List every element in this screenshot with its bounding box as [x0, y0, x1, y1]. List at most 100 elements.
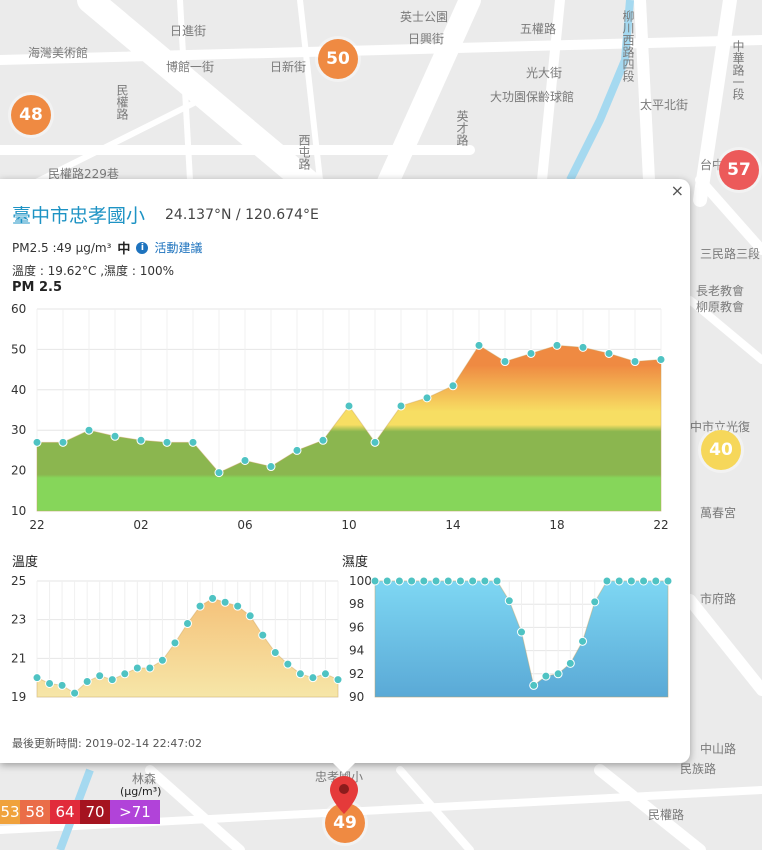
y-tick-label: 20 — [11, 464, 26, 478]
y-tick-label: 10 — [11, 504, 26, 518]
aqi-station-marker[interactable]: 50 — [318, 39, 358, 79]
data-point — [157, 655, 167, 665]
map-street-label: 日新街 — [270, 60, 307, 74]
map-street-label: 民權路 — [648, 808, 685, 822]
map-street-label: 日進街 — [170, 24, 207, 38]
data-point — [308, 673, 318, 683]
y-tick-label: 90 — [349, 690, 364, 704]
map-street-label: 民權路229巷 — [48, 167, 119, 181]
info-icon[interactable]: i — [136, 241, 149, 254]
y-tick-label: 50 — [11, 342, 26, 356]
data-point — [431, 576, 441, 586]
data-point — [320, 669, 330, 679]
data-point — [333, 675, 343, 685]
data-point — [195, 601, 205, 611]
data-point — [663, 576, 673, 586]
data-point — [614, 576, 624, 586]
map-street-label: 英才路 — [455, 110, 469, 146]
map-street-label: 中市立光復 — [690, 420, 751, 434]
data-point — [422, 393, 432, 403]
y-tick-label: 98 — [349, 597, 364, 611]
data-point — [120, 669, 130, 679]
map-street-label: 柳川西路四段 — [621, 10, 635, 82]
map-street-label: 柳原教會 — [696, 300, 745, 314]
data-point — [474, 340, 484, 350]
pm-value: PM2.5 :49 μg/m³ — [12, 240, 112, 255]
data-point — [541, 671, 551, 681]
data-point — [448, 381, 458, 391]
data-point — [529, 680, 539, 690]
data-point — [578, 636, 588, 646]
y-tick-label: 25 — [11, 574, 26, 588]
chart-area — [36, 344, 662, 512]
data-point — [32, 437, 42, 447]
data-point — [270, 648, 280, 658]
data-point — [245, 611, 255, 621]
map-street-label: 民權路 — [115, 84, 129, 120]
data-point — [208, 593, 218, 603]
legend-item: 70 — [80, 800, 110, 824]
data-point — [162, 437, 172, 447]
data-point — [58, 437, 68, 447]
data-point — [656, 355, 666, 364]
station-coords: 24.137°N / 120.674°E — [165, 207, 319, 223]
data-point — [517, 627, 526, 637]
y-tick-label: 92 — [349, 667, 364, 681]
map-pin-icon[interactable] — [330, 776, 358, 814]
data-point — [370, 576, 380, 586]
data-point — [295, 669, 305, 679]
legend-item: 58 — [20, 800, 50, 824]
aqi-station-marker[interactable]: 57 — [719, 150, 759, 190]
data-point — [639, 576, 649, 586]
data-point — [370, 437, 380, 447]
map-street-label: 民族路 — [680, 762, 717, 776]
aqi-station-marker[interactable]: 49 — [325, 803, 365, 843]
map-street-label: 中山路 — [700, 742, 737, 756]
data-point — [480, 576, 490, 586]
aqi-legend: 53 58 64 70 >71 — [0, 800, 160, 824]
legend-unit: (μg/m³) — [120, 785, 162, 798]
y-tick-label: 21 — [11, 651, 26, 665]
data-point — [407, 576, 417, 586]
data-point — [344, 401, 354, 411]
station-name[interactable]: 臺中市忠孝國小 — [12, 205, 146, 227]
data-point — [220, 597, 230, 607]
data-point — [183, 619, 192, 629]
data-point — [602, 576, 612, 586]
data-point — [565, 658, 575, 668]
map-street-label: 五權路 — [520, 22, 557, 36]
map-street-label: 長老教會 — [696, 284, 745, 298]
map-street-label: 中華路一段 — [731, 40, 745, 100]
data-point — [553, 669, 563, 679]
y-tick-label: 60 — [11, 302, 26, 316]
data-point — [45, 678, 55, 688]
pm-level: 中 — [117, 242, 131, 257]
x-tick-label: 02 — [133, 518, 148, 532]
temp-chart-title: 溫度 — [12, 555, 39, 570]
humidity-chart-title: 濕度 — [342, 555, 369, 570]
env-readout: 溫度 : 19.62°C ,濕度 : 100% — [12, 264, 175, 278]
pm-summary: PM2.5 :49 μg/m³ 中 i 活動建議 — [12, 238, 203, 258]
data-point — [32, 673, 42, 683]
data-point — [630, 357, 640, 367]
data-point — [170, 638, 180, 648]
chart-area — [36, 597, 339, 698]
last-updated: 最後更新時間: 2019-02-14 22:47:02 — [12, 737, 203, 750]
data-point — [455, 576, 465, 586]
data-point — [578, 342, 588, 352]
humidity-chart: 90 92 94 96 98 100 — [349, 574, 673, 704]
data-point — [590, 597, 600, 607]
close-icon[interactable]: × — [670, 181, 684, 200]
map-street-label: 太平北街 — [640, 98, 689, 112]
data-point — [70, 688, 80, 698]
activity-advice-link[interactable]: 活動建議 — [154, 241, 203, 255]
aqi-station-marker[interactable]: 48 — [11, 95, 51, 135]
map-street-label: 萬春宮 — [700, 506, 737, 520]
data-point — [292, 445, 302, 455]
aqi-station-marker[interactable]: 40 — [701, 430, 741, 470]
legend-item: >71 — [110, 800, 160, 824]
data-point — [604, 348, 614, 358]
map-street-label: 英士公園 — [400, 10, 449, 24]
